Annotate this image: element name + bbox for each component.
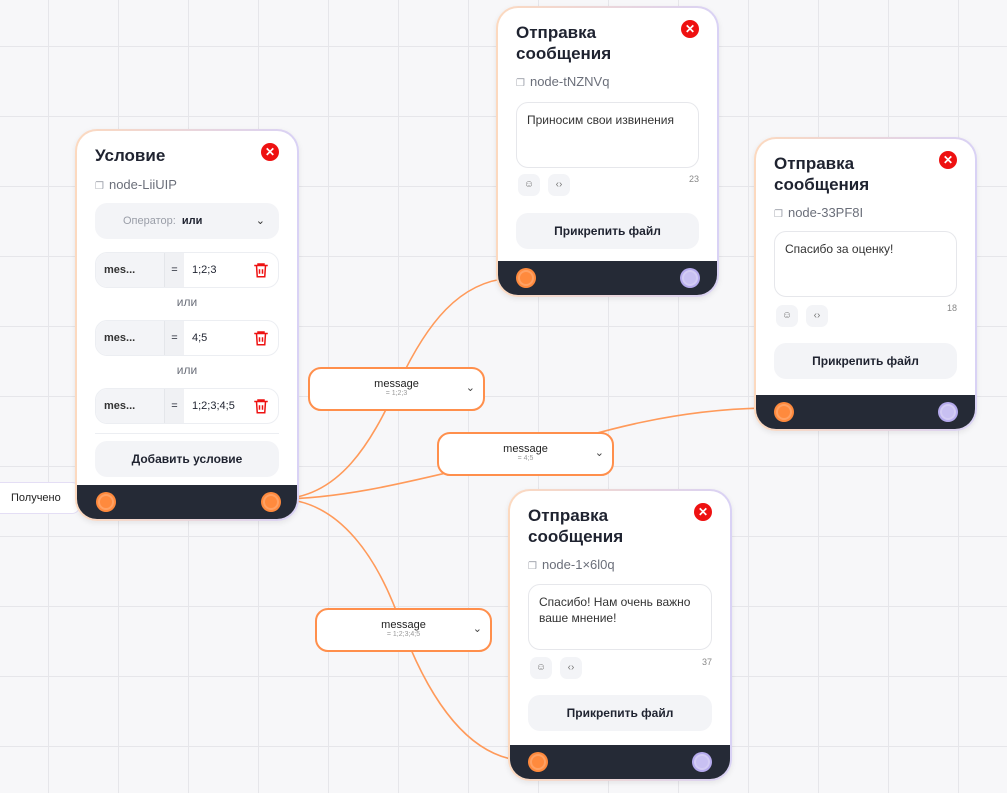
output-handle[interactable]: [694, 754, 710, 770]
chevron-down-icon[interactable]: ⌄: [465, 382, 475, 394]
condition-row[interactable]: mes... = 1;2;3: [95, 252, 279, 288]
copy-icon: ❐: [528, 561, 537, 572]
node-id: ❐ node-33PF8I: [774, 205, 864, 220]
trash-icon[interactable]: [252, 397, 270, 415]
char-count: 23: [688, 174, 699, 184]
node-id: ❐ node-tNZNVq: [516, 74, 610, 89]
trash-icon[interactable]: [252, 261, 270, 279]
condition-row[interactable]: mes... = 1;2;3;4;5: [95, 388, 279, 424]
message-textarea[interactable]: Спасибо! Нам очень важно ваше мнение!: [528, 584, 712, 650]
attach-file-button[interactable]: Прикрепить файл: [516, 213, 699, 249]
node-id: ❐ node-LiiUIP: [95, 177, 177, 192]
divider: [95, 433, 279, 434]
attach-file-button[interactable]: Прикрепить файл: [774, 343, 957, 379]
emoji-icon[interactable]: ☺: [776, 305, 798, 327]
output-handle[interactable]: [682, 270, 698, 286]
code-icon[interactable]: ‹›: [560, 657, 582, 679]
copy-icon: ❐: [516, 78, 525, 89]
node-id: ❐ node-1×6l0q: [528, 557, 615, 572]
node-title: Отправка сообщения: [774, 154, 870, 194]
node-footer: [756, 395, 975, 429]
chevron-down-icon: ⌄: [255, 215, 265, 227]
close-icon[interactable]: ✕: [939, 151, 957, 169]
source-node-received[interactable]: Получено: [0, 482, 80, 514]
node-title: Отправка сообщения: [516, 23, 612, 63]
emoji-icon[interactable]: ☺: [518, 174, 540, 196]
chevron-down-icon[interactable]: ⌄: [472, 623, 482, 635]
edge-label[interactable]: message = 1;2;3;4;5 ⌄: [315, 608, 492, 652]
input-handle[interactable]: [518, 270, 534, 286]
output-handle[interactable]: [940, 404, 956, 420]
chevron-down-icon[interactable]: ⌄: [594, 447, 604, 459]
message-textarea[interactable]: Приносим свои извинения: [516, 102, 699, 168]
message-textarea[interactable]: Спасибо за оценку!: [774, 231, 957, 297]
char-count: 18: [946, 303, 957, 313]
node-footer: [498, 261, 717, 295]
code-icon[interactable]: ‹›: [548, 174, 570, 196]
source-label: Получено: [11, 492, 61, 504]
output-handle[interactable]: [263, 494, 279, 510]
condition-row[interactable]: mes... = 4;5: [95, 320, 279, 356]
node-title: Условие: [95, 146, 166, 165]
input-handle[interactable]: [530, 754, 546, 770]
message-node[interactable]: Отправка сообщения ✕ ❐ node-tNZNVq Принос…: [496, 6, 719, 297]
copy-icon: ❐: [95, 181, 104, 192]
input-handle[interactable]: [776, 404, 792, 420]
node-footer: [510, 745, 730, 779]
code-icon[interactable]: ‹›: [806, 305, 828, 327]
emoji-icon[interactable]: ☺: [530, 657, 552, 679]
copy-icon: ❐: [774, 209, 783, 220]
edge-label[interactable]: message = 1;2;3 ⌄: [308, 367, 485, 411]
input-handle[interactable]: [98, 494, 114, 510]
close-icon[interactable]: ✕: [681, 20, 699, 38]
close-icon[interactable]: ✕: [694, 503, 712, 521]
operator-select[interactable]: Оператор: или ⌄: [95, 203, 279, 239]
attach-file-button[interactable]: Прикрепить файл: [528, 695, 712, 731]
message-node[interactable]: Отправка сообщения ✕ ❐ node-1×6l0q Спасиб…: [508, 489, 732, 781]
edge-label[interactable]: message = 4;5 ⌄: [437, 432, 614, 476]
condition-node[interactable]: Условие ✕ ❐ node-LiiUIP Оператор: или ⌄ mes…: [75, 129, 299, 521]
node-title: Отправка сообщения: [528, 506, 624, 546]
trash-icon[interactable]: [252, 329, 270, 347]
message-node[interactable]: Отправка сообщения ✕ ❐ node-33PF8I Спасиб…: [754, 137, 977, 431]
add-condition-button[interactable]: Добавить условие: [95, 441, 279, 477]
close-icon[interactable]: ✕: [261, 143, 279, 161]
char-count: 37: [701, 657, 712, 667]
node-footer: [77, 485, 297, 519]
